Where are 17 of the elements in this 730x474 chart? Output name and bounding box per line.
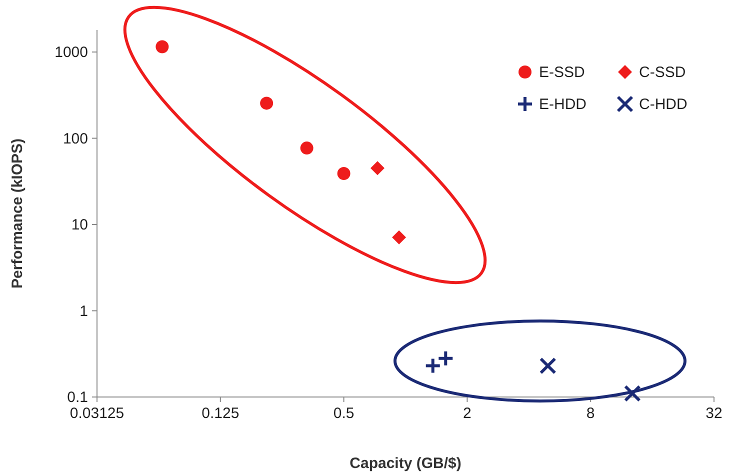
legend-label: E-HDD — [539, 96, 587, 113]
legend-label: C-HDD — [639, 96, 688, 113]
y-tick-label: 100 — [62, 130, 88, 148]
y-tick-label: 10 — [71, 216, 88, 234]
x-tick-label: 0.03125 — [70, 405, 124, 422]
x-tick-label: 8 — [586, 405, 595, 422]
y-tick-label: 0.1 — [67, 389, 88, 406]
x-tick-label: 2 — [463, 405, 472, 422]
x-axis-title: Capacity (GB/$) — [350, 455, 462, 472]
legend-label: E-SSD — [539, 64, 586, 81]
legend-label: C-SSD — [639, 64, 686, 81]
x-tick-label: 0.125 — [202, 405, 240, 422]
x-tick-label: 32 — [706, 405, 722, 422]
y-axis-title: Performance (kIOPS) — [9, 138, 26, 289]
y-tick-label: 1 — [80, 302, 88, 320]
x-tick-label: 0.5 — [333, 405, 354, 422]
y-tick-label: 1000 — [54, 44, 88, 62]
